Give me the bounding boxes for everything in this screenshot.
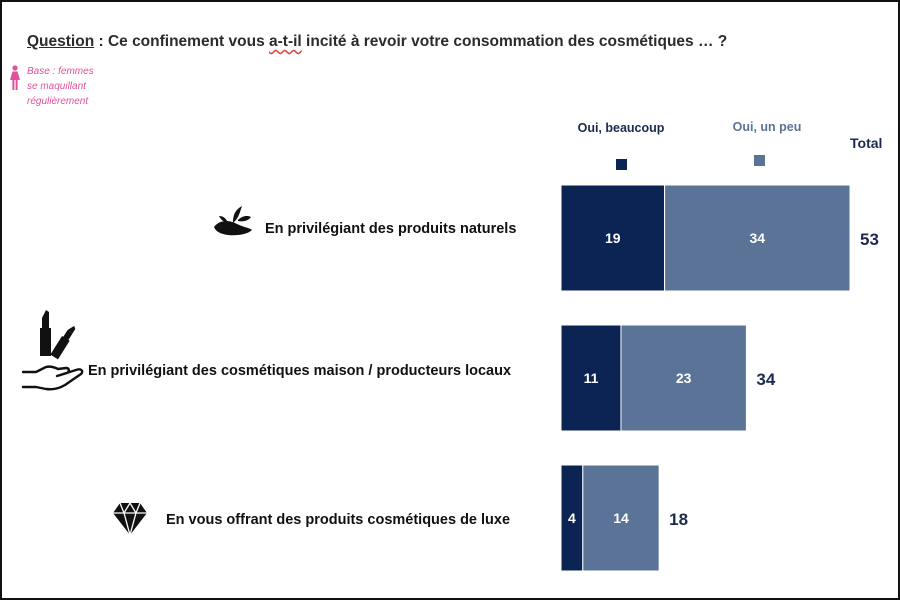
bar-oui-un-peu-produits-naturels: [664, 184, 851, 292]
base-note: Base : femmes se maquillant régulièremen…: [9, 64, 107, 109]
question-heading: Question : Ce confinement vous a-t-il in…: [27, 33, 727, 51]
bar-value-oui-beaucoup-produits-naturels: 19: [605, 230, 621, 246]
bar-oui-beaucoup-produits-naturels: [560, 184, 666, 292]
bar-oui-un-peu-produits-luxe: [582, 464, 660, 572]
row-label-produits-naturels: En privilégiant des produits naturels: [265, 221, 517, 237]
total-value-produits-naturels: 53: [860, 230, 879, 249]
diamond-icon: [113, 502, 147, 536]
bar-value-oui-un-peu-produits-luxe: 14: [613, 510, 629, 526]
bar-value-oui-beaucoup-produits-luxe: 4: [568, 510, 576, 526]
hand-plant-icon: [214, 206, 252, 236]
bar-value-oui-beaucoup-cosmetiques-maison: 11: [584, 370, 599, 386]
question-text-before: : Ce confinement vous: [94, 33, 270, 50]
question-label: Question: [27, 33, 95, 50]
base-note-text: Base : femmes se maquillant régulièremen…: [27, 66, 94, 107]
legend-swatch-oui-un-peu: [754, 155, 765, 166]
bar-oui-beaucoup-cosmetiques-maison: [560, 324, 622, 432]
question-text-after: incité à revoir votre consommation des c…: [301, 33, 728, 50]
legend-label-oui-beaucoup: Oui, beaucoup: [577, 121, 665, 135]
question-text-marked: a-t-il: [269, 33, 302, 50]
lipstick-hand-icon: [21, 310, 84, 391]
bar-oui-un-peu-cosmetiques-maison: [620, 324, 747, 432]
bar-value-oui-un-peu-cosmetiques-maison: 23: [676, 370, 692, 386]
total-column-header: Total: [850, 135, 883, 151]
row-label-produits-luxe: En vous offrant des produits cosmétiques…: [166, 512, 511, 528]
row-label-cosmetiques-maison: En privilégiant des cosmétiques maison /…: [88, 363, 512, 379]
total-value-produits-luxe: 18: [669, 510, 688, 529]
woman-icon: [10, 65, 20, 90]
legend-swatch-oui-beaucoup: [616, 159, 627, 170]
bar-value-oui-un-peu-produits-naturels: 34: [750, 230, 766, 246]
legend-label-oui-un-peu: Oui, un peu: [732, 120, 802, 134]
total-value-cosmetiques-maison: 34: [756, 370, 775, 389]
